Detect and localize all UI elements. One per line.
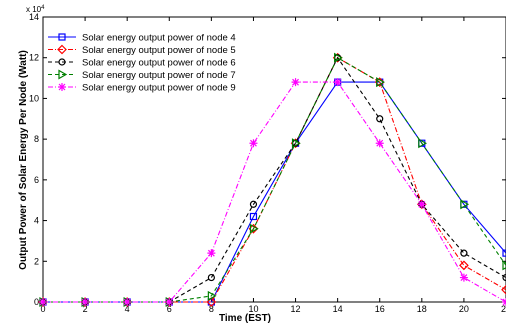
y-tick-label: 10 — [29, 93, 39, 103]
y-exponent-power: 4 — [41, 5, 45, 11]
data-point — [58, 58, 66, 66]
y-tick-label: 2 — [34, 256, 39, 266]
data-point — [417, 200, 426, 209]
y-tick-label: 12 — [29, 53, 39, 63]
x-tick-label: 14 — [333, 304, 343, 314]
data-point — [376, 77, 385, 88]
data-point — [165, 298, 174, 306]
data-point — [207, 273, 215, 282]
data-point — [206, 297, 217, 307]
data-point — [291, 138, 301, 149]
data-point — [249, 212, 258, 221]
data-point — [375, 139, 384, 148]
x-axis-label: Time (EST) — [219, 313, 271, 324]
data-point — [39, 298, 47, 306]
data-point — [376, 115, 384, 123]
x-tick-label: 18 — [417, 304, 427, 314]
y-axis-label: Output Power of Solar Energy Per Node (W… — [18, 50, 29, 270]
x-tick-label: 16 — [375, 304, 385, 314]
series-line — [43, 81, 506, 303]
data-point — [249, 139, 258, 148]
data-point — [459, 273, 468, 282]
x-tick-label: 2 — [83, 304, 88, 314]
x-tick-label: 6 — [167, 304, 172, 314]
legend-entry: Solar energy output power of node 4 — [82, 33, 236, 44]
y-tick-label: 14 — [29, 12, 39, 22]
data-point — [501, 284, 506, 295]
data-point — [207, 290, 217, 301]
data-point — [502, 249, 506, 257]
y-tick-label: 0 — [34, 297, 39, 307]
legend-entry: Solar energy output power of node 7 — [82, 70, 236, 81]
data-point — [249, 223, 259, 234]
series-node-4 — [39, 78, 506, 306]
data-point — [418, 138, 428, 149]
data-point — [334, 52, 343, 63]
y-tick-label: 4 — [34, 216, 39, 226]
data-point — [207, 298, 215, 306]
data-point — [81, 298, 90, 306]
legend-entry: Solar energy output power of node 9 — [82, 83, 236, 94]
data-point — [460, 199, 470, 210]
data-point — [207, 249, 216, 258]
data-point — [459, 260, 469, 271]
data-point — [249, 200, 258, 208]
data-point — [291, 78, 300, 87]
y-exponent: x 104 — [26, 5, 45, 14]
legend-entry: Solar energy output power of node 5 — [82, 45, 236, 56]
y-tick-label: 6 — [34, 175, 39, 185]
data-point — [460, 249, 468, 257]
x-tick-label: 4 — [125, 304, 130, 314]
data-point — [502, 273, 506, 282]
x-tick-label: 10 — [248, 304, 258, 314]
x-tick-label: 22 — [501, 304, 506, 314]
x-tick-label: 20 — [459, 304, 469, 314]
data-point — [333, 78, 342, 87]
x-tick-label: 0 — [40, 304, 45, 314]
legend-entry: Solar energy output power of node 6 — [82, 58, 236, 69]
x-tick-label: 8 — [209, 304, 214, 314]
data-point — [57, 44, 67, 55]
data-point — [58, 69, 68, 80]
data-point — [123, 298, 132, 306]
y-tick-label: 8 — [34, 134, 39, 144]
data-point — [502, 260, 506, 271]
data-point — [58, 83, 66, 91]
data-point — [58, 33, 66, 41]
plot-area — [42, 16, 506, 303]
x-tick-label: 12 — [291, 304, 301, 314]
